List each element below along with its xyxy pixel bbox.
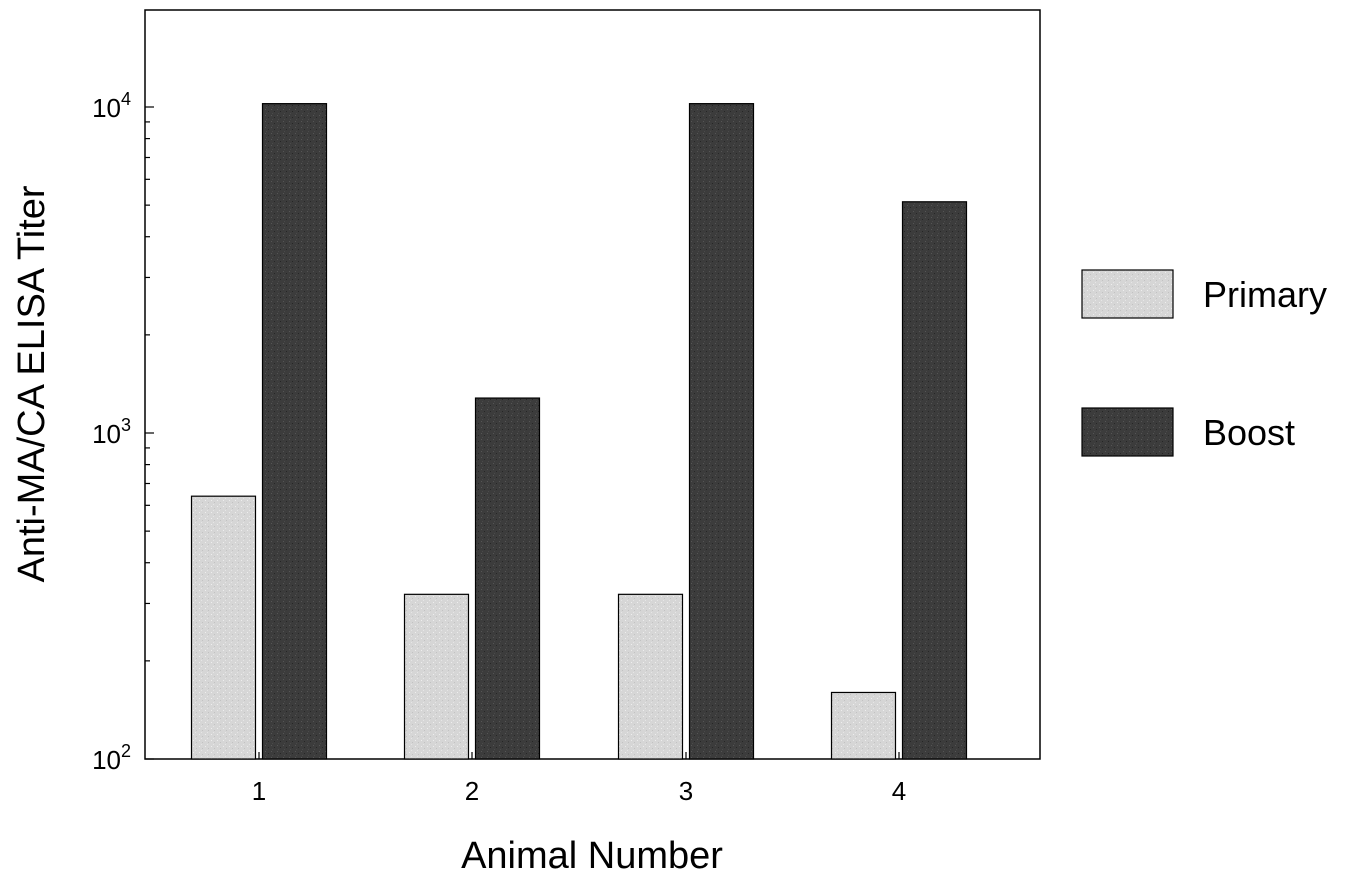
- y-tick-label: 103: [92, 415, 131, 449]
- bar-boost-animal-3: [688, 103, 755, 760]
- x-tick-label: 4: [892, 776, 906, 806]
- y-tick-label: 104: [92, 89, 131, 123]
- bar-boost-animal-1: [261, 103, 328, 760]
- x-axis-title: Animal Number: [461, 835, 723, 873]
- bars-group: [190, 103, 968, 760]
- plot-frame: [144, 9, 1041, 760]
- y-axis-ticks: 102 103 104: [92, 89, 154, 775]
- bar-primary-animal-3: [617, 593, 684, 760]
- bar-primary-animal-1: [190, 495, 257, 760]
- legend-swatch-boost: [1081, 407, 1174, 457]
- x-tick-label: 3: [679, 776, 693, 806]
- x-axis-ticks: 1 2 3 4: [252, 752, 906, 806]
- legend-swatch-primary: [1081, 269, 1174, 319]
- x-tick-label: 2: [465, 776, 479, 806]
- bar-boost-animal-2: [474, 397, 541, 760]
- bar-primary-animal-4: [830, 691, 897, 760]
- x-tick-label: 1: [252, 776, 266, 806]
- legend-label-boost: Boost: [1203, 412, 1295, 453]
- legend: Primary Boost: [1081, 269, 1327, 457]
- y-axis-title: Anti-MA/CA ELISA Titer: [11, 185, 53, 582]
- bar-primary-animal-2: [403, 593, 470, 760]
- legend-label-primary: Primary: [1203, 274, 1327, 315]
- y-tick-label: 102: [92, 741, 131, 775]
- bar-boost-animal-4: [901, 201, 968, 760]
